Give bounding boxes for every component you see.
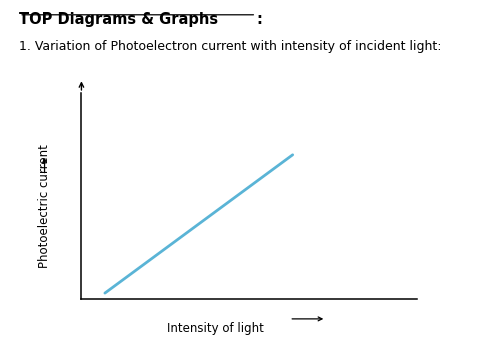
Text: 1. Variation of Photoelectron current with intensity of incident light:: 1. Variation of Photoelectron current wi… [19, 40, 442, 53]
Text: TOP Diagrams & Graphs: TOP Diagrams & Graphs [19, 12, 218, 27]
Text: Photoelectric current: Photoelectric current [38, 144, 51, 268]
Text: Intensity of light: Intensity of light [167, 322, 264, 335]
Text: :: : [256, 12, 262, 27]
